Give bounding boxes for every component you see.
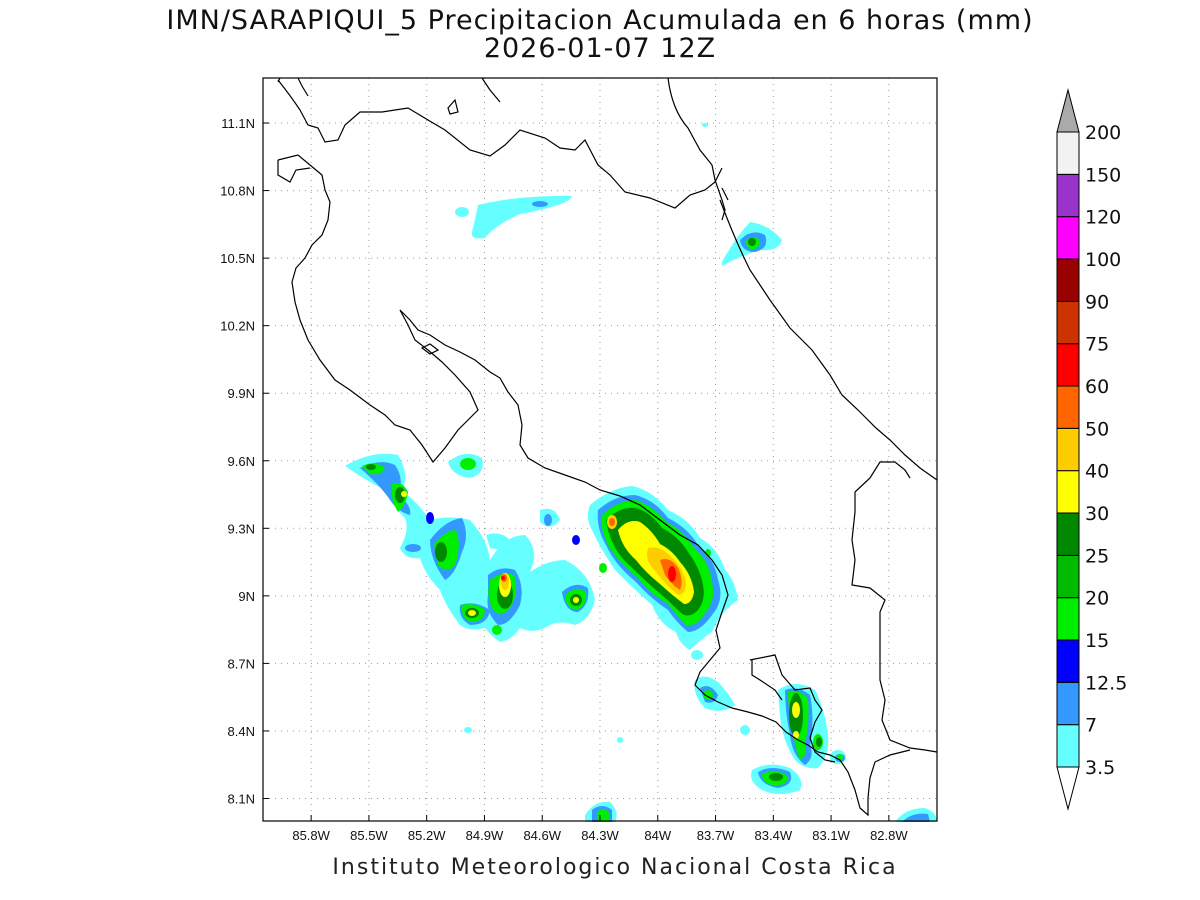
colorbar-level-label: 50 [1085,418,1109,440]
colorbar-max-arrow [1056,88,1080,133]
colorbar-level-label: 12.5 [1085,672,1127,694]
lat-tick-label: 10.5N [220,251,255,266]
colorbar-level-label: 90 [1085,291,1109,313]
colorbar-level-label: 3.5 [1085,757,1115,779]
lat-tick-label: 8.7N [228,656,255,671]
lon-tick-label: 83.4W [755,828,793,843]
colorbar-level-label: 60 [1085,376,1109,398]
lon-tick-label: 83.1W [812,828,850,843]
colorbar-box [1056,258,1080,302]
lat-tick-label: 9N [238,589,255,604]
latitude-ticks: 8.1N 8.4N 8.7N 9N 9.3N 9.6N 9.9N 10.2N 10.5N 10.8… [220,116,269,806]
plot-area [262,77,938,822]
lat-tick-label: 8.4N [228,724,255,739]
colorbar-box [1056,512,1080,556]
map-subtitle: 2026-01-07 12Z [483,33,717,64]
lon-tick-label: 85.2W [408,828,446,843]
colorbar-level-label: 25 [1085,545,1109,567]
lon-tick-label: 84.6W [523,828,561,843]
lat-tick-label: 9.6N [228,454,255,469]
colorbar-box [1056,724,1080,768]
colorbar-level-label: 150 [1085,164,1121,186]
precipitation-field [345,123,937,822]
colorbar-box [1056,300,1080,345]
coastlines [277,77,938,817]
colorbar-box [1056,554,1080,599]
map-title: IMN/SARAPIQUI_5 Precipitacion Acumulada … [166,5,1034,36]
precip-band-60 [501,566,676,582]
colorbar-box [1056,427,1080,472]
colorbar-level-label: 40 [1085,461,1109,483]
lon-tick-label: 82.8W [870,828,908,843]
colorbar-min-arrow [1056,766,1080,811]
longitude-ticks: 85.8W 85.5W 85.2W 84.9W 84.6W 84.3W 84W 83.7W 83… [292,815,908,843]
colorbar: 3.5 7 12.5 15 20 25 30 40 50 60 75 90 100 120 150 200 [1056,88,1127,811]
lat-tick-label: 9.9N [228,386,255,401]
colorbar-box [1056,597,1080,641]
colorbar-box [1056,470,1080,514]
lon-tick-label: 85.8W [292,828,330,843]
colorbar-box [1056,173,1080,218]
colorbar-level-label: 120 [1085,207,1121,229]
lat-tick-label: 11.1N [221,116,255,131]
lat-tick-label: 9.3N [228,521,255,536]
colorbar-box [1056,216,1080,260]
grid-lines [263,78,937,821]
colorbar-box [1056,639,1080,683]
lon-tick-label: 84.9W [466,828,504,843]
lat-tick-label: 8.1N [228,791,255,806]
plot-background [263,78,937,821]
colorbar-level-label: 200 [1085,122,1121,144]
colorbar-level-label: 100 [1085,249,1121,271]
colorbar-level-label: 75 [1085,334,1109,356]
colorbar-level-label: 30 [1085,503,1109,525]
colorbar-box [1056,681,1080,726]
colorbar-box [1056,385,1080,429]
lat-tick-label: 10.8N [220,184,255,199]
colorbar-level-label: 15 [1085,630,1109,652]
lon-tick-label: 84W [644,828,671,843]
lon-tick-label: 84.3W [581,828,619,843]
colorbar-level-label: 20 [1085,588,1109,610]
colorbar-box [1056,131,1080,175]
colorbar-level-label: 7 [1085,715,1097,737]
lon-tick-label: 83.7W [697,828,735,843]
lon-tick-label: 85.5W [350,828,388,843]
lat-tick-label: 10.2N [220,319,255,334]
institution-footer: Instituto Meteorologico Nacional Costa R… [332,855,898,880]
colorbar-box [1056,343,1080,387]
